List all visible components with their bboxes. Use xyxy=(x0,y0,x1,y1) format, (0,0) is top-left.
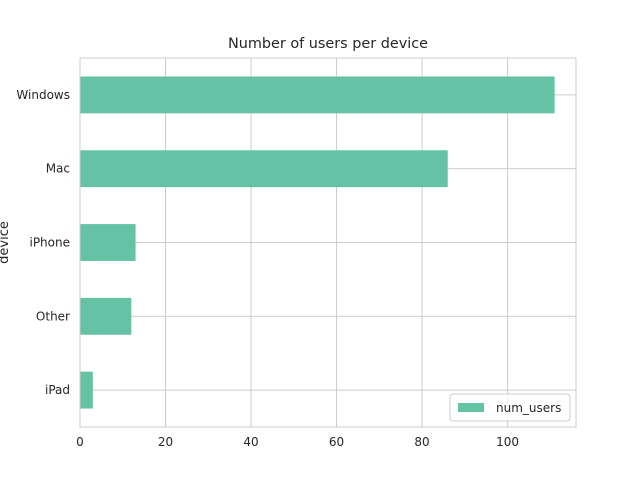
bar-windows xyxy=(80,76,555,114)
y-tick-label: iPhone xyxy=(29,236,70,250)
x-tick-label: 0 xyxy=(76,435,84,449)
y-tick-label: iPad xyxy=(45,383,70,397)
x-tick-label: 40 xyxy=(243,435,258,449)
chart-title: Number of users per device xyxy=(228,36,428,52)
legend-swatch xyxy=(458,403,484,412)
legend-label: num_users xyxy=(496,401,561,415)
y-tick-label: Other xyxy=(36,309,70,323)
legend: num_users xyxy=(449,393,571,422)
legend-box xyxy=(449,393,571,422)
y-tick-labels: Windows Mac iPhone Other iPad xyxy=(16,88,70,397)
bar-ipad xyxy=(80,371,93,409)
x-tick-label: 100 xyxy=(496,435,519,449)
bar-other xyxy=(80,297,132,335)
x-tick-labels: 0 20 40 60 80 100 xyxy=(76,435,519,449)
y-tick-label: Mac xyxy=(46,162,70,176)
plot-frame xyxy=(79,57,577,428)
x-tick-label: 60 xyxy=(329,435,344,449)
y-axis-label: device xyxy=(0,221,12,264)
bar-mac xyxy=(80,150,448,188)
x-tick-label: 80 xyxy=(414,435,429,449)
y-tick-label: Windows xyxy=(16,88,70,102)
bar-iphone xyxy=(80,224,136,261)
bars xyxy=(80,76,555,409)
x-tick-label: 20 xyxy=(158,435,173,449)
